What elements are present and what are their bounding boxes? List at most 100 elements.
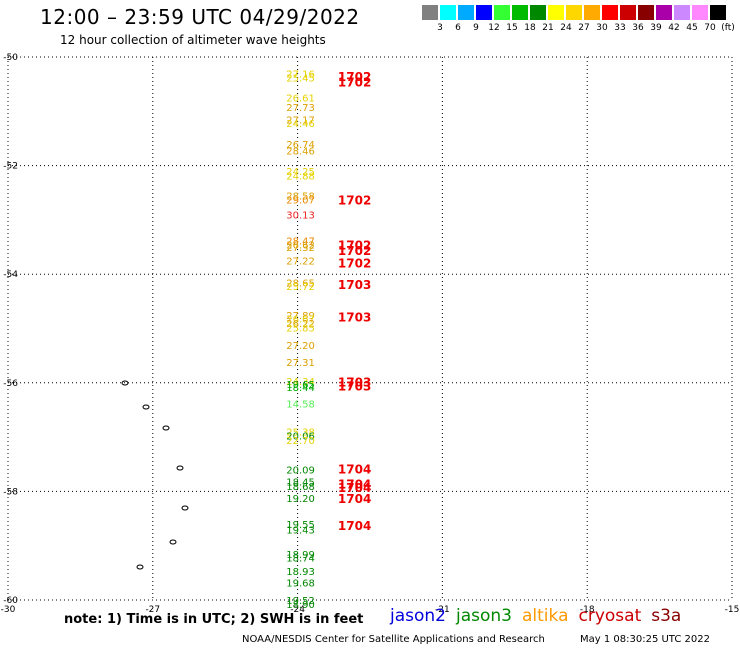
satellite-legend-item: jason3 (456, 606, 512, 626)
y-tick-label: -50 (3, 53, 18, 63)
credit-text: NOAA/NESDIS Center for Satellite Applica… (242, 634, 545, 645)
wave-height-value: 27.20 (286, 341, 315, 352)
time-label: 1702 (338, 238, 371, 252)
y-tick-label: -54 (3, 270, 18, 280)
wave-height-value: 27.31 (286, 358, 315, 369)
x-tick-label: -30 (1, 605, 16, 615)
y-tick-labels: -50 -52 -54 -56 -58 -60 (3, 53, 18, 606)
wave-height-value: 18.45 (286, 478, 315, 489)
footnote: note: 1) Time is in UTC; 2) SWH is in fe… (64, 612, 364, 627)
wave-height-value: 24.34 (286, 377, 315, 388)
colorbar-cell (476, 5, 493, 20)
colorbar-label: 27 (578, 23, 590, 33)
wave-height-value: 25.72 (286, 282, 315, 293)
wave-height-value: 18.93 (286, 567, 315, 578)
time-label: 1702 (338, 244, 371, 258)
island-outlines (121, 380, 189, 570)
wave-height-value: 20.09 (286, 466, 315, 477)
wave-height-value: 19.20 (286, 494, 315, 505)
colorbar-label: 3 (437, 23, 443, 33)
island-outline (121, 380, 129, 386)
colorbar-label: 70 (704, 23, 716, 33)
island-outline (142, 404, 150, 410)
colorbar-cell (422, 5, 439, 20)
wave-height-value: 25.85 (286, 323, 315, 334)
colorbar-label: 6 (455, 23, 461, 33)
time-label: 1702 (338, 193, 371, 207)
page-title: 12:00 – 23:59 UTC 04/29/2022 (40, 5, 360, 29)
colorbar-label: 39 (650, 23, 662, 33)
x-tick-label: -15 (725, 605, 740, 615)
wave-height-value: 28.47 (286, 237, 315, 248)
colorbar-unit-label: (ft) (721, 23, 735, 33)
time-label: 1702 (338, 70, 371, 84)
x-tick-label: -27 (145, 605, 160, 615)
colorbar-cell (692, 5, 709, 20)
x-tick-label: -18 (580, 605, 595, 615)
wave-height-value: 26.62 (286, 240, 315, 251)
time-label: 1703 (338, 380, 371, 394)
time-label: 1702 (338, 75, 371, 89)
time-label: 1704 (338, 463, 371, 477)
colorbar-label: 30 (596, 23, 608, 33)
satellite-legend-item: altika (522, 606, 569, 626)
wave-height-value: 27.32 (286, 243, 315, 254)
island-outline (181, 505, 189, 511)
colorbar-cell (674, 5, 691, 20)
satellite-legend-item: s3a (651, 606, 682, 626)
colorbar-cell (458, 5, 475, 20)
colorbar-label: 12 (488, 23, 500, 33)
colorbar-cell (620, 5, 637, 20)
wave-height-value: 27.22 (286, 257, 315, 268)
colorbar-cell (494, 5, 511, 20)
y-tick-label: -52 (3, 162, 18, 172)
wave-height-value: 26.74 (286, 140, 315, 151)
wave-height-value: 27.73 (286, 103, 315, 114)
wave-height-value: 30.13 (286, 210, 315, 221)
satellite-legend-item: jason2 (390, 606, 446, 626)
wave-height-value: 28.46 (286, 146, 315, 157)
time-label: 1703 (338, 311, 371, 325)
y-tick-label: -60 (3, 596, 18, 606)
wave-height-value: 18.44 (286, 383, 315, 394)
wave-height-value: 19.52 (286, 596, 315, 607)
wave-height-value: 28.58 (286, 191, 315, 202)
time-label: 1703 (338, 376, 371, 390)
colorbar-cell (656, 5, 673, 20)
wave-height-value: 19.65 (286, 380, 315, 391)
colorbar-cell (512, 5, 529, 20)
x-tick-label: -21 (435, 605, 450, 615)
time-label: 1704 (338, 492, 371, 506)
time-label: 1704 (338, 477, 371, 491)
x-tick-labels: -30 -27 -24 -21 -18 -15 (1, 605, 740, 615)
colorbar-label: 21 (542, 23, 554, 33)
time-label: 1704 (338, 481, 371, 495)
wave-height-value: 25.45 (286, 74, 315, 85)
colorbar-label: 9 (473, 23, 479, 33)
x-tick-label: -24 (290, 605, 305, 615)
colorbar-cell (440, 5, 457, 20)
grid-lines (7, 56, 733, 601)
wave-height-value: 29.07 (286, 195, 315, 206)
time-labels: 1702170217021702170217021703170317031703… (338, 70, 371, 533)
satellite-legend-item: cryosat (578, 606, 642, 626)
colorbar-label: 24 (560, 23, 572, 33)
wave-height-value: 26.67 (286, 315, 315, 326)
colorbar-cell (584, 5, 601, 20)
wave-height-value: 27.89 (286, 311, 315, 322)
wave-height-value: 19.43 (286, 525, 315, 536)
colorbar-cell (710, 5, 727, 20)
wave-height-value: 26.61 (286, 94, 315, 105)
wave-height-value: 14.58 (286, 399, 315, 410)
wave-height-value: 25.38 (286, 428, 315, 439)
island-outline (176, 465, 184, 471)
wave-height-value: 22.70 (286, 436, 315, 447)
colorbar-label: 36 (632, 23, 644, 33)
timestamp-text: May 1 08:30:25 UTC 2022 (580, 634, 710, 645)
colorbar-cell (530, 5, 547, 20)
island-outline (169, 539, 177, 545)
time-label: 1702 (338, 256, 371, 270)
y-tick-label: -56 (3, 379, 18, 389)
island-outline (136, 564, 144, 570)
